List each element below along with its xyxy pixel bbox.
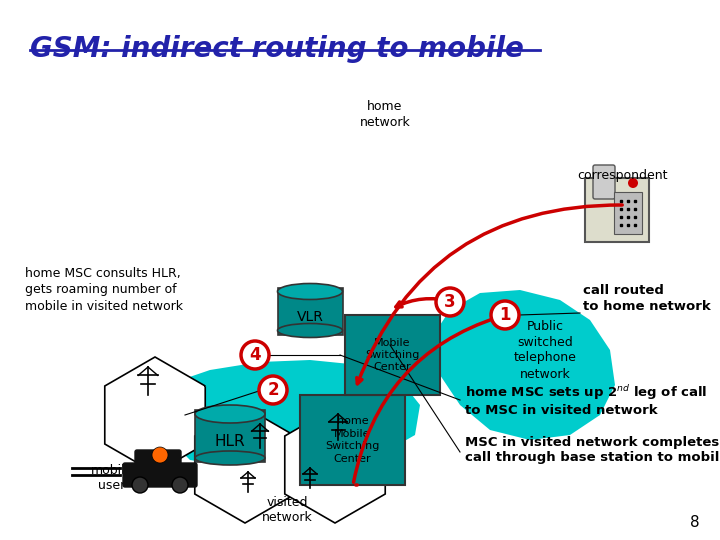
Text: VLR: VLR — [297, 310, 323, 324]
Ellipse shape — [277, 323, 343, 338]
Text: visited
network: visited network — [261, 496, 312, 524]
FancyBboxPatch shape — [593, 165, 615, 199]
Ellipse shape — [195, 451, 265, 465]
Text: home
network: home network — [359, 100, 410, 130]
Text: mobile
user: mobile user — [91, 464, 133, 492]
FancyBboxPatch shape — [300, 395, 405, 485]
Polygon shape — [105, 357, 205, 473]
Ellipse shape — [195, 405, 265, 423]
Circle shape — [259, 376, 287, 404]
FancyBboxPatch shape — [614, 192, 642, 234]
FancyBboxPatch shape — [135, 450, 181, 470]
Text: 2: 2 — [267, 381, 279, 399]
Polygon shape — [285, 407, 385, 523]
FancyBboxPatch shape — [123, 463, 197, 487]
Text: 4: 4 — [249, 346, 261, 364]
Text: home
Mobile
Switching
Center: home Mobile Switching Center — [325, 416, 379, 464]
Circle shape — [172, 477, 188, 493]
Circle shape — [628, 178, 638, 188]
FancyBboxPatch shape — [345, 315, 440, 395]
Circle shape — [132, 477, 148, 493]
Polygon shape — [195, 407, 295, 523]
FancyBboxPatch shape — [277, 287, 343, 334]
Polygon shape — [430, 290, 615, 440]
Text: call routed
to home network: call routed to home network — [583, 284, 711, 313]
Text: correspondent: correspondent — [577, 168, 668, 181]
Text: home MSC consults HLR,
gets roaming number of
mobile in visited network: home MSC consults HLR, gets roaming numb… — [25, 267, 183, 314]
Text: GSM: indirect routing to mobile: GSM: indirect routing to mobile — [30, 35, 524, 63]
Text: Mobile
Switching
Center: Mobile Switching Center — [365, 338, 420, 373]
Text: 1: 1 — [499, 306, 510, 324]
Text: home MSC sets up 2$^{nd}$ leg of call
to MSC in visited network: home MSC sets up 2$^{nd}$ leg of call to… — [465, 383, 707, 417]
Text: MSC in visited network completes
call through base station to mobile: MSC in visited network completes call th… — [465, 436, 720, 464]
Text: HLR: HLR — [215, 435, 246, 449]
Text: Public
switched
telephone
network: Public switched telephone network — [513, 320, 577, 381]
Text: 3: 3 — [444, 293, 456, 311]
Circle shape — [436, 288, 464, 316]
FancyBboxPatch shape — [585, 178, 649, 242]
FancyBboxPatch shape — [195, 410, 265, 462]
Ellipse shape — [277, 284, 343, 300]
Circle shape — [152, 447, 168, 463]
Circle shape — [241, 341, 269, 369]
Circle shape — [491, 301, 519, 329]
Text: 8: 8 — [690, 515, 700, 530]
Polygon shape — [165, 360, 420, 470]
